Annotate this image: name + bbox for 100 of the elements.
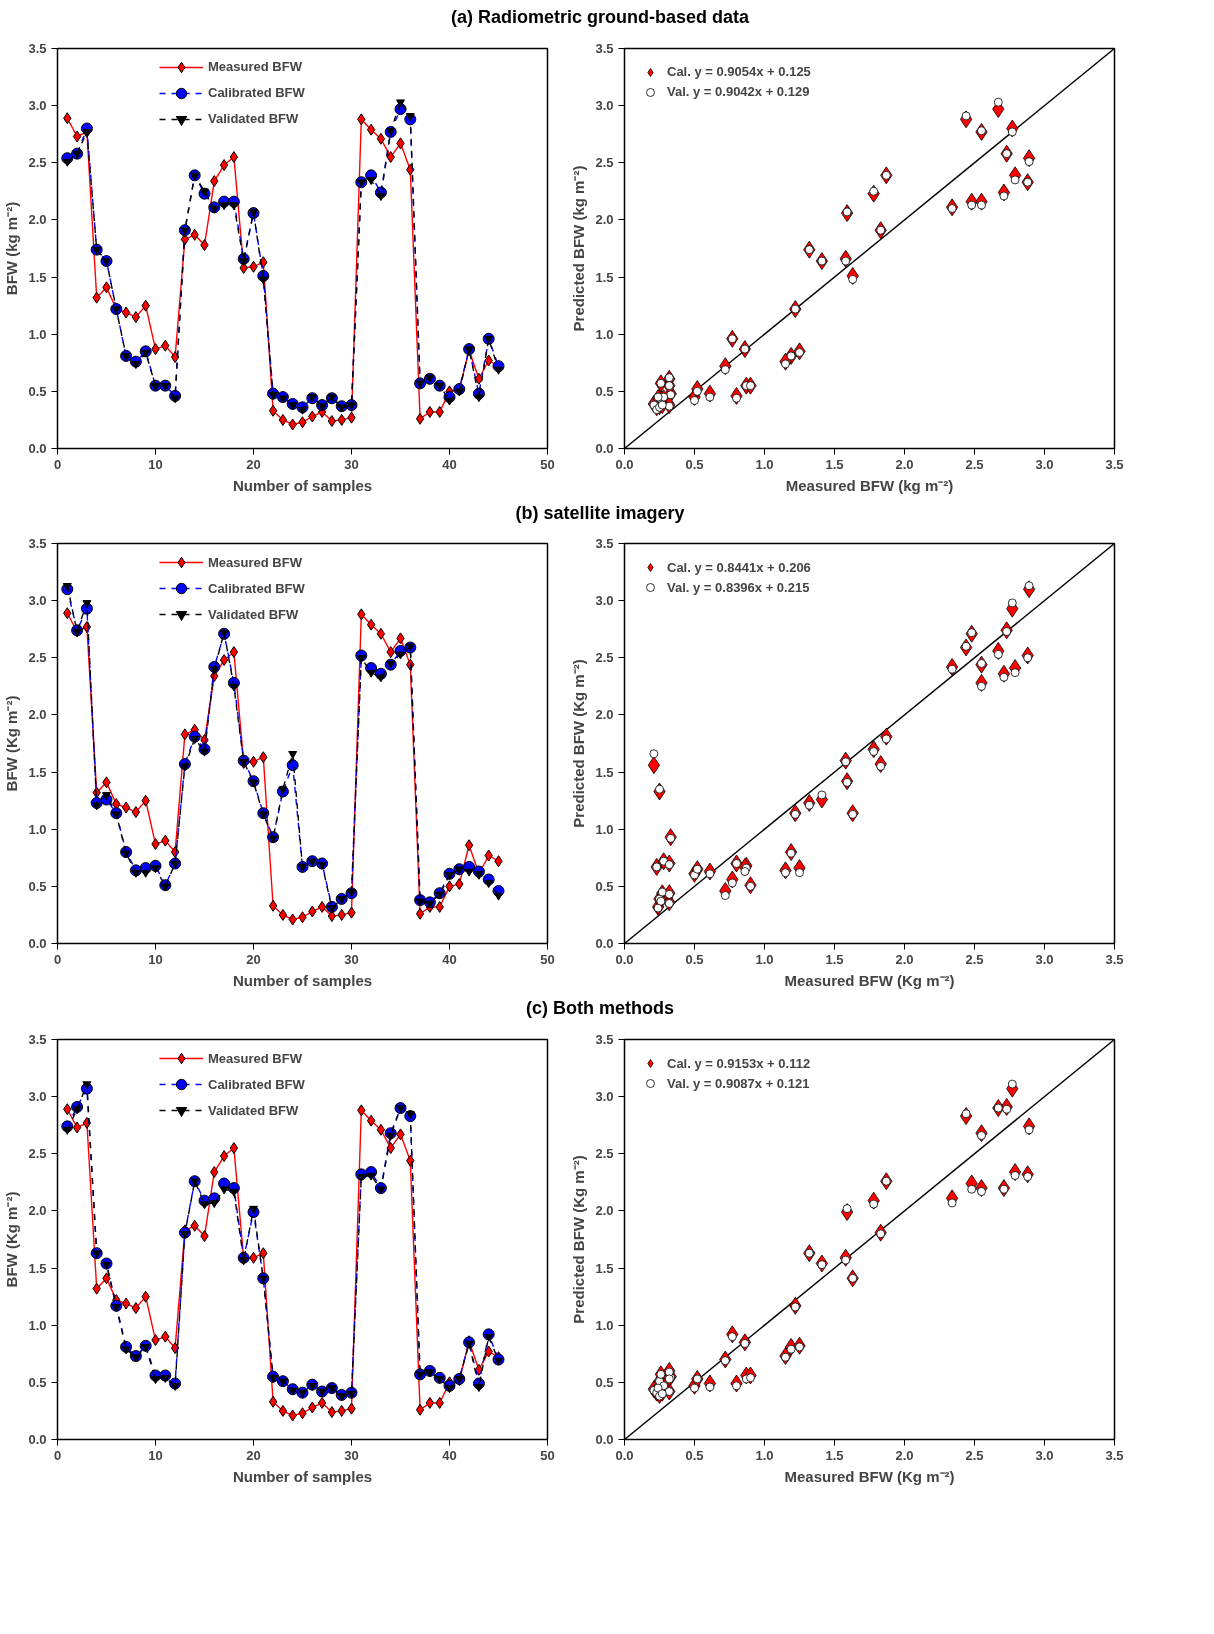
y-tick-label: 3.0 bbox=[595, 1089, 614, 1105]
y-tick-label: 0.5 bbox=[28, 383, 47, 399]
x-tick-label: 2.5 bbox=[965, 456, 984, 472]
x-tick-label: 1.0 bbox=[755, 951, 774, 967]
y-tick-label: 2.0 bbox=[595, 1203, 614, 1219]
x-tick-label: 3.5 bbox=[1105, 456, 1124, 472]
y-tick-label: 0.5 bbox=[595, 1374, 614, 1390]
x-axis-title: Number of samples bbox=[232, 1467, 373, 1485]
x-tick-label: 0.5 bbox=[685, 1447, 704, 1463]
x-tick-label: 20 bbox=[246, 951, 261, 967]
x-tick-label: 3.0 bbox=[1035, 951, 1054, 967]
y-tick-label: 0.0 bbox=[28, 440, 47, 456]
x-tick-label: 30 bbox=[344, 951, 359, 967]
y-tick-label: 2.0 bbox=[28, 212, 47, 228]
x-tick-label: 40 bbox=[442, 1447, 457, 1463]
legend-label: Val. y = 0.9042x + 0.129 bbox=[667, 83, 810, 102]
x-tick-label: 3.5 bbox=[1105, 1447, 1124, 1463]
y-tick-label: 1.5 bbox=[28, 764, 47, 780]
y-tick-label: 0.0 bbox=[595, 440, 614, 456]
x-axis-title: Measured BFW (Kg m⁻²) bbox=[784, 971, 955, 989]
legend-label: Cal. y = 0.9054x + 0.125 bbox=[667, 63, 811, 82]
x-axis-title: Number of samples bbox=[232, 476, 373, 494]
x-tick-label: 0.0 bbox=[615, 456, 634, 472]
legend-label: Measured BFW bbox=[208, 553, 302, 572]
x-tick-label: 3.0 bbox=[1035, 1447, 1054, 1463]
y-tick-label: 3.5 bbox=[595, 536, 614, 552]
y-tick-label: 0.0 bbox=[595, 1432, 614, 1448]
y-tick-label: 3.0 bbox=[28, 97, 47, 113]
y-tick-label: 1.0 bbox=[28, 326, 47, 342]
x-tick-label: 2.0 bbox=[895, 456, 914, 472]
y-tick-label: 1.5 bbox=[28, 1260, 47, 1276]
y-tick-label: 0.0 bbox=[28, 936, 47, 952]
y-tick-label: 3.0 bbox=[28, 593, 47, 609]
legend-label: Cal. y = 0.9153x + 0.112 bbox=[667, 1054, 811, 1073]
y-tick-label: 0.0 bbox=[28, 1432, 47, 1448]
y-tick-label: 2.0 bbox=[595, 212, 614, 228]
legend-label: Measured BFW bbox=[208, 1049, 302, 1068]
x-tick-label: 50 bbox=[540, 951, 555, 967]
y-tick-label: 1.0 bbox=[28, 822, 47, 838]
x-tick-label: 0.0 bbox=[615, 1447, 634, 1463]
x-tick-label: 0 bbox=[53, 951, 62, 967]
x-tick-label: 30 bbox=[344, 456, 359, 472]
text: (b) satellite imagery bbox=[515, 501, 685, 525]
y-tick-label: 3.5 bbox=[28, 536, 47, 552]
y-tick-label: 0.5 bbox=[28, 879, 47, 895]
legend-label: Validated BFW bbox=[208, 110, 299, 129]
y-tick-label: 2.0 bbox=[28, 707, 47, 723]
x-tick-label: 10 bbox=[148, 951, 163, 967]
y-tick-label: 3.0 bbox=[28, 1089, 47, 1105]
x-tick-label: 2.5 bbox=[965, 1447, 984, 1463]
y-axis-title: Predicted BFW (kg m⁻²) bbox=[570, 165, 588, 332]
y-tick-label: 3.0 bbox=[595, 593, 614, 609]
y-tick-label: 2.0 bbox=[595, 707, 614, 723]
x-tick-label: 3.5 bbox=[1105, 951, 1124, 967]
text: (a) Radiometric ground-based data bbox=[450, 6, 750, 29]
x-axis-title: Measured BFW (kg m⁻²) bbox=[785, 476, 954, 494]
legend-label: Cal. y = 0.8441x + 0.206 bbox=[667, 558, 811, 577]
x-tick-label: 40 bbox=[442, 456, 457, 472]
x-tick-label: 2.5 bbox=[965, 951, 984, 967]
legend-label: Calibrated BFW bbox=[208, 84, 305, 103]
y-tick-label: 2.0 bbox=[28, 1203, 47, 1219]
y-tick-label: 3.0 bbox=[595, 97, 614, 113]
y-tick-label: 3.5 bbox=[28, 1032, 47, 1048]
y-tick-label: 1.5 bbox=[595, 1260, 614, 1276]
legend-label: Validated BFW bbox=[208, 1101, 299, 1120]
text: (c) Both methods bbox=[526, 997, 674, 1021]
y-axis-title: BFW (Kg m⁻²) bbox=[3, 1191, 21, 1288]
x-axis-title: Measured BFW (Kg m⁻²) bbox=[784, 1467, 955, 1485]
legend-label: Measured BFW bbox=[208, 58, 302, 77]
x-tick-label: 50 bbox=[540, 1447, 555, 1463]
y-tick-label: 2.5 bbox=[28, 1146, 47, 1162]
y-tick-label: 2.5 bbox=[28, 650, 47, 666]
legend-label: Calibrated BFW bbox=[208, 579, 305, 598]
x-tick-label: 30 bbox=[344, 1447, 359, 1463]
x-axis-title: Number of samples bbox=[232, 971, 373, 989]
y-tick-label: 0.5 bbox=[595, 383, 614, 399]
x-tick-label: 40 bbox=[442, 951, 457, 967]
x-tick-label: 20 bbox=[246, 1447, 261, 1463]
y-tick-label: 3.5 bbox=[595, 40, 614, 56]
x-tick-label: 0 bbox=[53, 456, 62, 472]
y-tick-label: 1.5 bbox=[595, 764, 614, 780]
y-axis-title: Predicted BFW (Kg m⁻²) bbox=[570, 1155, 588, 1324]
y-axis-title: BFW (Kg m⁻²) bbox=[3, 696, 21, 792]
x-tick-label: 20 bbox=[246, 456, 261, 472]
y-tick-label: 1.0 bbox=[595, 1317, 614, 1333]
x-tick-label: 0.5 bbox=[685, 456, 704, 472]
x-tick-label: 0.5 bbox=[685, 951, 704, 967]
y-tick-label: 1.5 bbox=[595, 269, 614, 285]
y-tick-label: 1.0 bbox=[28, 1317, 47, 1333]
legend-label: Validated BFW bbox=[208, 605, 299, 624]
y-tick-label: 3.5 bbox=[28, 40, 47, 56]
legend-label: Val. y = 0.8396x + 0.215 bbox=[667, 578, 810, 597]
x-tick-label: 2.0 bbox=[895, 951, 914, 967]
x-tick-label: 10 bbox=[148, 1447, 163, 1463]
x-tick-label: 1.5 bbox=[825, 951, 844, 967]
legend-label: Val. y = 0.9087x + 0.121 bbox=[667, 1074, 810, 1093]
y-tick-label: 0.5 bbox=[595, 879, 614, 895]
y-tick-label: 0.5 bbox=[28, 1374, 47, 1390]
x-tick-label: 2.0 bbox=[895, 1447, 914, 1463]
x-tick-label: 50 bbox=[540, 456, 555, 472]
